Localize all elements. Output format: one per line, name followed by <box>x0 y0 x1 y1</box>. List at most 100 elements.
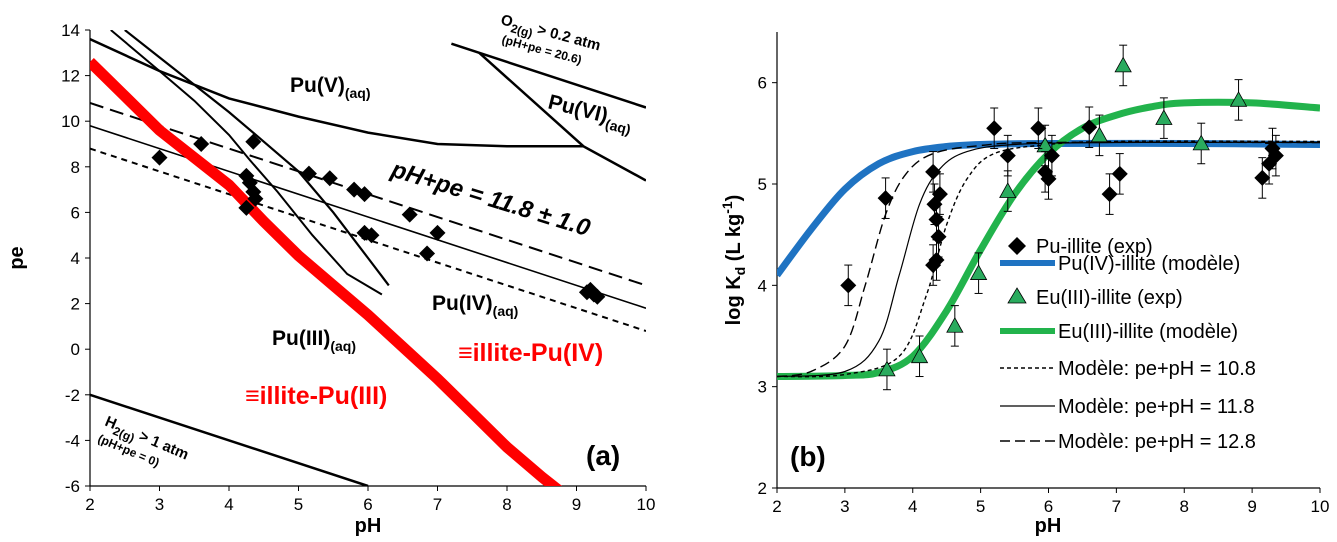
data-point-pe <box>321 170 338 187</box>
panel-a-ytick-label: 10 <box>61 112 80 131</box>
boundary-pe-12-8 <box>90 102 646 287</box>
panel-b-tag: (b) <box>790 441 826 472</box>
panel-a-tag: (a) <box>586 440 620 471</box>
panel-a-xtick-label: 10 <box>637 495 656 514</box>
legend-label-m108: Modèle: pe+pH = 10.8 <box>1058 358 1256 380</box>
region-pu-v: Pu(V)(aq) <box>290 74 371 101</box>
data-point-pe <box>247 190 264 207</box>
pu-exp-point <box>1040 170 1057 187</box>
panel-a-ytick-label: 0 <box>71 340 80 359</box>
data-point-pe <box>582 281 599 298</box>
model-line-m108 <box>777 140 1320 378</box>
pu-exp-point <box>925 163 942 180</box>
data-point-pe <box>429 224 446 241</box>
boundary-v-iii-top <box>124 30 390 287</box>
panel-a-ytick-label: 6 <box>71 203 80 222</box>
panel-b-xtick-label: 10 <box>1311 497 1330 516</box>
panel-b-xtick-label: 6 <box>1044 497 1053 516</box>
data-point-pe <box>245 183 262 200</box>
eu-exp-point <box>910 347 929 364</box>
pu-exp-point <box>986 120 1003 137</box>
panel-a-ticks: 2 3 4 5 6 7 8 9 10 -6 -4 -2 0 2 4 6 8 10 12 14 <box>61 21 655 514</box>
band-label: pH+pe = 11.8 ± 1.0 <box>387 156 594 243</box>
panel-b-xtick-label: 7 <box>1112 497 1121 516</box>
data-point-pe <box>401 206 418 223</box>
panel-b-xtick-label: 9 <box>1247 497 1256 516</box>
panel-a-boundaries <box>90 30 646 486</box>
panel-b-ytick-label: 6 <box>758 74 767 93</box>
region-pu-iv: Pu(IV)(aq) <box>432 292 518 319</box>
data-point-pe <box>245 133 262 150</box>
data-point-pe <box>419 245 436 262</box>
panel-b-ytick-label: 4 <box>758 276 767 295</box>
eu-exp-point <box>969 264 988 280</box>
data-point-pe <box>356 186 373 203</box>
model-line-pu-model <box>777 139 1320 278</box>
panel-b-ylabel: log Kd (L kg-1) <box>719 195 748 326</box>
panel-a-ytick-label: 14 <box>61 21 80 40</box>
panel-b-xlabel: pH <box>1035 515 1062 537</box>
pu-exp-point <box>928 252 945 268</box>
panel-b-ytick-label: 2 <box>758 479 767 498</box>
panel-b-xtick-label: 5 <box>976 497 985 516</box>
region-pu-iii: Pu(III)(aq) <box>272 327 356 354</box>
data-point-pe <box>238 199 255 216</box>
pu-exp-point <box>928 211 945 228</box>
pu-exp-point <box>877 190 894 207</box>
panel-a-ytick-label: 8 <box>71 158 80 177</box>
eu-exp-point <box>1114 56 1132 73</box>
panel-a-ytick-label: -4 <box>65 431 80 450</box>
panel-a-ylabel: pe <box>6 246 28 269</box>
panel-a-ytick-label: 12 <box>61 67 80 86</box>
data-point-pe <box>151 149 168 166</box>
pu-exp-point <box>1043 147 1060 164</box>
panel-b-ticks: 2 3 4 5 6 7 8 9 10 2 3 4 5 6 <box>758 74 1330 516</box>
region-pu-vi: Pu(VI)(aq) <box>545 91 635 138</box>
panel-b-xtick-label: 2 <box>772 497 781 516</box>
legend: Pu-illite (exp) Pu(IV)-illite (modèle) E… <box>1000 236 1256 453</box>
boundary-h2-line <box>90 393 369 486</box>
pu-exp-point <box>1101 186 1118 203</box>
panel-a-ytick-label: -6 <box>65 477 80 496</box>
pu-exp-point <box>930 228 947 245</box>
legend-label-pu-exp: Pu-illite (exp) <box>1036 236 1153 258</box>
panel-a-xlabel: pH <box>355 515 382 537</box>
legend-label-eu-model: Eu(III)-illite (modèle) <box>1058 321 1238 343</box>
eu-exp-point <box>1155 109 1173 125</box>
legend-label-pu-model: Pu(IV)-illite (modèle) <box>1058 253 1240 275</box>
panel-a-xtick-label: 7 <box>433 495 442 514</box>
pu-exp-point <box>1111 165 1128 182</box>
eu-exp-point <box>1229 91 1248 107</box>
panel-a-xtick-label: 3 <box>155 495 164 514</box>
panel-b: 2 3 4 5 6 7 8 9 10 2 3 4 5 6 pH log Kd (L kg-1) Pu-il… <box>719 32 1329 537</box>
panel-a-xtick-label: 9 <box>572 495 581 514</box>
pu-exp-point <box>1030 120 1047 137</box>
data-point-pe <box>193 136 210 152</box>
legend-label-m118: Modèle: pe+pH = 11.8 <box>1058 396 1254 418</box>
pu-exp-point <box>931 186 948 203</box>
panel-a-xtick-label: 4 <box>224 495 233 514</box>
pu-exp-point <box>1254 169 1271 186</box>
panel-a-xtick-label: 6 <box>363 495 372 514</box>
panel-b-ytick-label: 3 <box>758 378 767 397</box>
pu-exp-point <box>1267 147 1284 164</box>
eu-exp-point <box>999 182 1017 198</box>
pu-exp-point <box>840 277 857 294</box>
panel-a: 2 3 4 5 6 7 8 9 10 -6 -4 -2 0 2 4 6 8 10 12 14 pH pe Pu(V)(… <box>6 11 655 537</box>
panel-a-ytick-label: 2 <box>71 295 80 314</box>
panel-a-xtick-label: 5 <box>294 495 303 514</box>
boundary-pe-11-8 <box>90 125 646 309</box>
eu-exp-point <box>1192 134 1210 151</box>
legend-label-m128: Modèle: pe+pH = 12.8 <box>1058 431 1256 453</box>
panel-a-xtick-label: 2 <box>85 495 94 514</box>
eu-exp-point <box>946 317 964 333</box>
data-point-pe <box>363 227 380 244</box>
panel-a-points <box>151 133 606 305</box>
data-point-pe <box>300 165 317 182</box>
model-line-m128 <box>777 141 1320 378</box>
legend-swatch-pu-exp <box>1008 237 1026 255</box>
panel-b-xtick-label: 3 <box>840 497 849 516</box>
panel-b-ytick-label: 5 <box>758 175 767 194</box>
